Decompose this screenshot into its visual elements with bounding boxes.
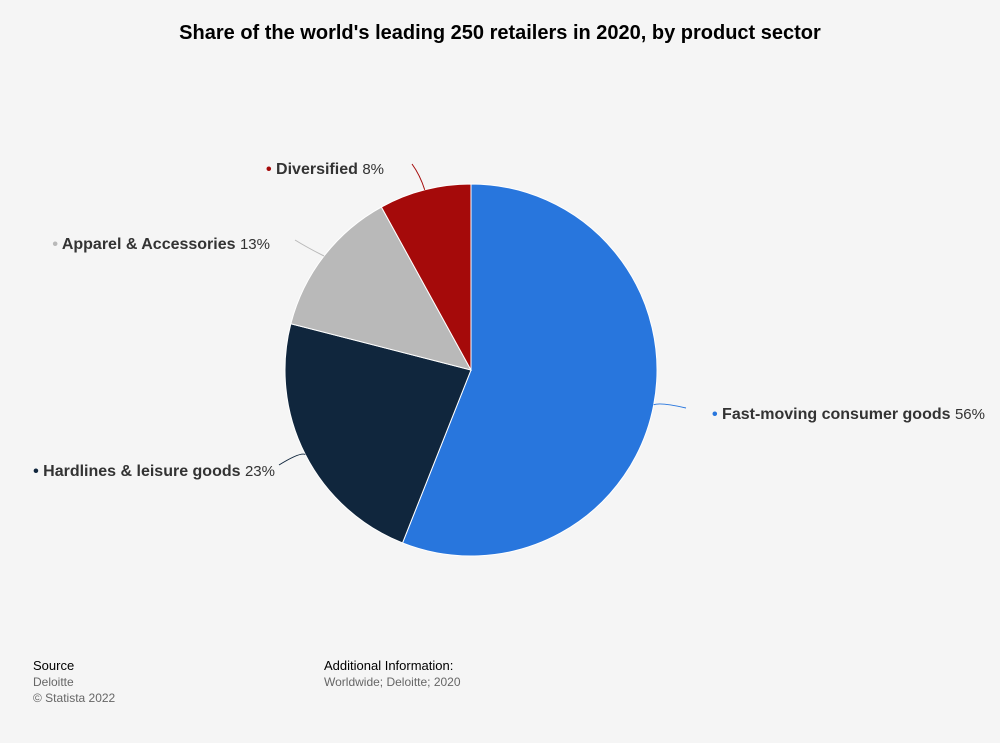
additional-info-section: Additional Information: Worldwide; Deloi… bbox=[324, 658, 461, 690]
label-bullet: • bbox=[33, 463, 43, 480]
slice-label-fast-moving-consumer-goods: • Fast-moving consumer goods 56% bbox=[712, 406, 985, 423]
chart-title: Share of the world's leading 250 retaile… bbox=[179, 22, 821, 44]
pie-slice-apparel-and-accessories[interactable] bbox=[290, 206, 472, 371]
slice-label-apparel-and-accessories: • Apparel & Accessories 13% bbox=[52, 236, 270, 253]
slice-name: Diversified bbox=[276, 161, 362, 178]
slice-name: Hardlines & leisure goods bbox=[43, 463, 245, 480]
slice-value: 13% bbox=[240, 236, 270, 253]
leader-line-fast-moving-consumer-goods bbox=[653, 403, 687, 409]
leader-line-diversified bbox=[411, 163, 426, 190]
slice-name: Fast-moving consumer goods bbox=[722, 406, 955, 423]
slice-value: 8% bbox=[362, 161, 384, 178]
leader-line-apparel-and-accessories bbox=[294, 239, 325, 257]
pie-slice-diversified[interactable] bbox=[380, 183, 472, 371]
source-section: Source Deloitte © Statista 2022 bbox=[33, 658, 115, 706]
slice-label-hardlines-and-leisure-goods: • Hardlines & leisure goods 23% bbox=[33, 463, 275, 480]
slice-name: Apparel & Accessories bbox=[62, 236, 240, 253]
slice-value: 56% bbox=[955, 406, 985, 423]
additional-info-text: Worldwide; Deloitte; 2020 bbox=[324, 675, 461, 689]
slice-label-diversified: • Diversified 8% bbox=[266, 161, 384, 178]
pie-slice-hardlines-and-leisure-goods[interactable] bbox=[284, 323, 472, 544]
leader-line-hardlines-and-leisure-goods bbox=[278, 453, 306, 466]
label-bullet: • bbox=[52, 236, 61, 253]
additional-info-heading: Additional Information: bbox=[324, 658, 454, 673]
label-bullet: • bbox=[266, 161, 276, 178]
copyright-text[interactable]: © Statista 2022 bbox=[33, 691, 116, 705]
label-bullet: • bbox=[712, 406, 722, 423]
source-name[interactable]: Deloitte bbox=[33, 675, 74, 689]
source-heading: Source bbox=[33, 658, 75, 673]
slice-value: 23% bbox=[245, 463, 275, 480]
